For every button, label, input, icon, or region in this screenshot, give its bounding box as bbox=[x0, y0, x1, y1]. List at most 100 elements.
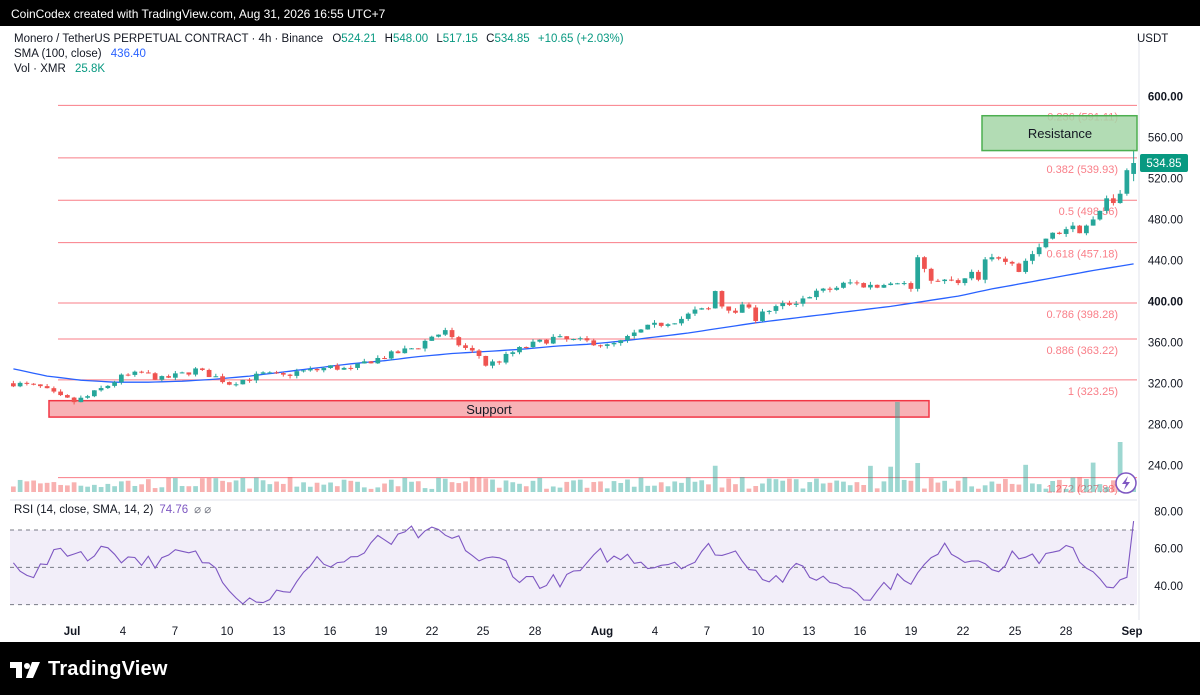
candle-22[interactable] bbox=[159, 375, 165, 382]
chart-panel[interactable]: Monero / TetherUS PERPETUAL CONTRACT · 4… bbox=[0, 26, 1200, 642]
candle-96[interactable] bbox=[658, 322, 664, 328]
candle-91[interactable] bbox=[625, 334, 630, 343]
candle-121[interactable] bbox=[827, 286, 833, 293]
candle-81[interactable] bbox=[557, 334, 563, 338]
candle-79[interactable] bbox=[544, 339, 549, 345]
sma-label[interactable]: SMA (100, close) bbox=[14, 48, 102, 60]
candle-145[interactable] bbox=[989, 253, 995, 262]
candle-0[interactable] bbox=[11, 380, 16, 388]
candle-113[interactable] bbox=[773, 304, 779, 314]
candle-19[interactable] bbox=[139, 370, 144, 374]
candle-30[interactable] bbox=[213, 373, 219, 378]
candle-23[interactable] bbox=[166, 374, 171, 379]
candle-53[interactable] bbox=[368, 361, 374, 364]
candle-136[interactable] bbox=[928, 267, 934, 284]
candle-12[interactable] bbox=[91, 390, 97, 398]
candle-32[interactable] bbox=[226, 381, 232, 386]
candle-47[interactable] bbox=[328, 365, 333, 369]
candle-16[interactable] bbox=[118, 373, 124, 385]
candle-27[interactable] bbox=[193, 367, 198, 377]
candle-105[interactable] bbox=[719, 290, 725, 309]
candle-95[interactable] bbox=[652, 320, 657, 328]
candle-100[interactable] bbox=[685, 312, 691, 321]
candle-127[interactable] bbox=[868, 281, 873, 290]
chart-canvas[interactable]: Monero / TetherUS PERPETUAL CONTRACT · 4… bbox=[0, 26, 1200, 642]
candle-18[interactable] bbox=[132, 370, 138, 377]
candle-164[interactable] bbox=[1117, 190, 1123, 204]
candle-111[interactable] bbox=[760, 308, 765, 322]
candle-123[interactable] bbox=[841, 281, 846, 289]
candle-147[interactable] bbox=[1003, 256, 1008, 265]
candle-74[interactable] bbox=[510, 350, 516, 357]
candle-141[interactable] bbox=[962, 278, 968, 286]
candle-82[interactable] bbox=[564, 336, 570, 342]
candle-68[interactable] bbox=[469, 345, 475, 353]
candle-11[interactable] bbox=[85, 394, 90, 399]
candle-25[interactable] bbox=[179, 371, 185, 374]
candle-37[interactable] bbox=[260, 371, 266, 375]
candle-7[interactable] bbox=[58, 389, 63, 397]
candle-114[interactable] bbox=[780, 300, 786, 310]
candle-48[interactable] bbox=[334, 363, 340, 371]
candle-13[interactable] bbox=[98, 385, 104, 392]
candle-149[interactable] bbox=[1016, 262, 1022, 273]
candle-137[interactable] bbox=[935, 278, 941, 282]
resistance-zone[interactable] bbox=[981, 114, 1138, 152]
candle-62[interactable] bbox=[429, 335, 435, 341]
candle-162[interactable] bbox=[1104, 195, 1109, 214]
candle-126[interactable] bbox=[861, 282, 867, 288]
candle-87[interactable] bbox=[598, 344, 603, 348]
symbol-label[interactable]: Monero / TetherUS PERPETUAL CONTRACT · 4… bbox=[14, 33, 323, 45]
candle-89[interactable] bbox=[611, 341, 617, 347]
candle-130[interactable] bbox=[888, 281, 894, 286]
candle-40[interactable] bbox=[280, 372, 286, 377]
candle-115[interactable] bbox=[787, 300, 792, 306]
candle-142[interactable] bbox=[969, 269, 975, 281]
candle-35[interactable] bbox=[247, 378, 252, 383]
candle-104[interactable] bbox=[712, 290, 718, 309]
candle-20[interactable] bbox=[145, 370, 151, 374]
candle-144[interactable] bbox=[982, 257, 988, 284]
candle-84[interactable] bbox=[577, 336, 583, 341]
candle-156[interactable] bbox=[1063, 226, 1069, 237]
candle-128[interactable] bbox=[874, 284, 880, 289]
candle-97[interactable] bbox=[665, 323, 671, 328]
candle-65[interactable] bbox=[449, 327, 455, 340]
candle-63[interactable] bbox=[436, 334, 441, 338]
candle-148[interactable] bbox=[1009, 260, 1015, 266]
candle-56[interactable] bbox=[388, 350, 394, 361]
candle-43[interactable] bbox=[301, 370, 306, 373]
candle-118[interactable] bbox=[807, 296, 813, 299]
candle-109[interactable] bbox=[746, 302, 752, 309]
candle-26[interactable] bbox=[186, 372, 192, 377]
candle-54[interactable] bbox=[375, 355, 381, 364]
candle-41[interactable] bbox=[287, 373, 293, 379]
candle-155[interactable] bbox=[1057, 231, 1062, 235]
candle-138[interactable] bbox=[942, 278, 948, 284]
candle-21[interactable] bbox=[152, 372, 158, 381]
candle-163[interactable] bbox=[1111, 194, 1116, 206]
candle-159[interactable] bbox=[1084, 224, 1089, 236]
candle-150[interactable] bbox=[1023, 258, 1029, 274]
candle-78[interactable] bbox=[537, 339, 543, 343]
candle-36[interactable] bbox=[253, 371, 259, 384]
candle-125[interactable] bbox=[854, 280, 860, 286]
candle-66[interactable] bbox=[456, 335, 462, 347]
candle-132[interactable] bbox=[901, 280, 907, 286]
candle-76[interactable] bbox=[523, 346, 529, 349]
candle-42[interactable] bbox=[294, 368, 300, 379]
time-axis[interactable]: Jul 4 7 10 13 16 19 22 25 28 Aug 4 7 10 13 16 19 22 25 28 Se… bbox=[64, 626, 1143, 638]
candle-6[interactable] bbox=[51, 386, 57, 394]
candle-38[interactable] bbox=[267, 371, 273, 374]
candle-39[interactable] bbox=[274, 370, 279, 374]
candle-2[interactable] bbox=[24, 381, 30, 386]
candle-101[interactable] bbox=[692, 306, 698, 316]
candle-14[interactable] bbox=[105, 385, 111, 389]
candle-75[interactable] bbox=[517, 346, 522, 355]
candle-135[interactable] bbox=[922, 256, 927, 273]
candle-24[interactable] bbox=[172, 370, 178, 381]
candle-134[interactable] bbox=[915, 254, 921, 292]
candle-139[interactable] bbox=[949, 276, 954, 282]
candle-52[interactable] bbox=[361, 358, 367, 364]
candle-85[interactable] bbox=[584, 336, 590, 343]
